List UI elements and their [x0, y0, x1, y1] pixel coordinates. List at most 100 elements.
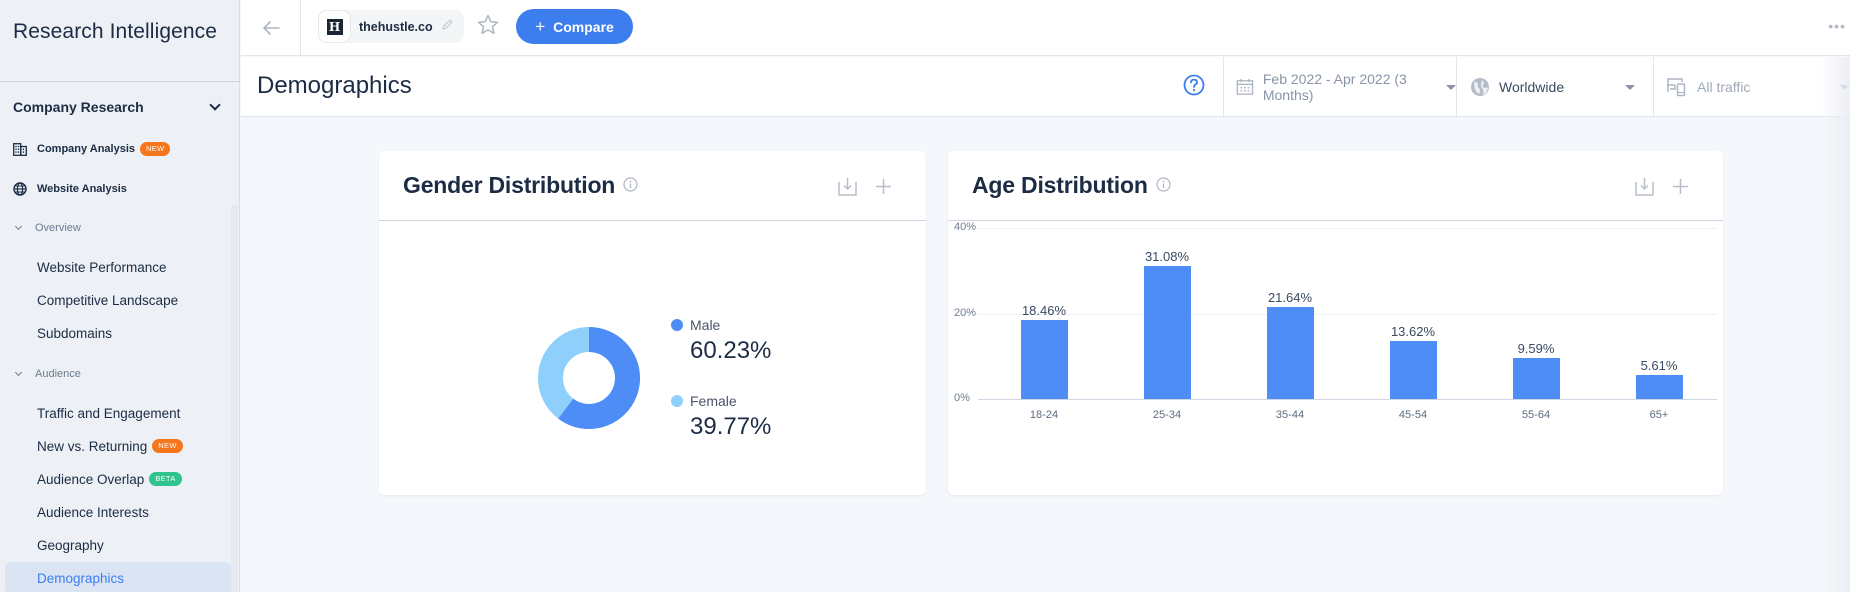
male-color-dot	[671, 319, 683, 331]
sidebar-item-company-analysis[interactable]: Company Analysis NEW	[13, 139, 171, 159]
legend-female: Female 39.77%	[671, 393, 771, 441]
sidebar-item-demographics[interactable]: Demographics	[5, 562, 231, 592]
download-button[interactable]	[838, 177, 857, 196]
chevron-down-icon	[209, 99, 221, 111]
calendar-icon	[1236, 78, 1254, 95]
age-bar-chart: 40% 20% 0% 18.46% 31.08% 21.64% 13.62% 9…	[948, 221, 1723, 495]
chevron-down-icon	[14, 368, 23, 377]
page-header: Demographics Feb 2022 - Apr 2022 (3 Mont…	[241, 57, 1850, 117]
bar-55-64[interactable]	[1513, 358, 1560, 399]
site-selector[interactable]: H thehustle.co	[318, 10, 464, 43]
download-icon	[838, 178, 857, 196]
bar-18-24[interactable]	[1021, 320, 1068, 399]
sidebar-item-audience-interests[interactable]: Audience Interests	[37, 504, 149, 520]
date-range-value: Feb 2022 - Apr 2022 (3 Months)	[1262, 71, 1407, 103]
bar-65-plus[interactable]	[1636, 375, 1683, 399]
globe-icon	[1471, 78, 1489, 96]
y-tick: 40%	[954, 221, 977, 233]
download-icon	[1635, 178, 1654, 196]
section-company-research[interactable]: Company Research	[13, 96, 223, 118]
traffic-source-filter[interactable]: All traffic	[1653, 57, 1850, 117]
x-axis	[978, 399, 1717, 400]
page-title: Demographics	[257, 72, 412, 99]
legend-male: Male 60.23%	[671, 317, 771, 365]
bar-value-label: 13.62%	[1390, 324, 1436, 339]
sidebar-item-subdomains[interactable]: Subdomains	[37, 325, 113, 341]
x-tick: 65+	[1649, 409, 1669, 421]
pencil-icon[interactable]	[441, 18, 454, 36]
new-badge: NEW	[140, 142, 171, 156]
card-title: Gender Distribution	[403, 172, 616, 198]
sidebar-item-competitive-landscape[interactable]: Competitive Landscape	[37, 292, 179, 308]
back-button[interactable]	[241, 0, 301, 56]
bar-35-44[interactable]	[1267, 307, 1314, 399]
sidebar-item-audience-overlap[interactable]: Audience Overlap BETA	[37, 469, 182, 489]
brand-title: Research Intelligence	[13, 20, 218, 43]
section-label: Company Research	[13, 99, 144, 115]
group-label: Overview	[35, 222, 81, 234]
legend-label: Male	[690, 317, 721, 333]
bar-value-label: 31.08%	[1144, 249, 1190, 264]
y-tick: 0%	[954, 392, 970, 404]
add-to-dashboard-button[interactable]	[875, 178, 892, 195]
female-percentage: 39.77%	[690, 413, 772, 440]
sidebar-item-website-performance[interactable]: Website Performance	[37, 259, 167, 275]
country-filter[interactable]: Worldwide	[1456, 57, 1653, 117]
devices-icon	[1667, 78, 1686, 97]
beta-badge: BETA	[149, 472, 182, 486]
caret-down-icon	[1625, 84, 1635, 90]
help-button[interactable]	[1183, 74, 1205, 101]
site-favicon: H	[318, 10, 351, 43]
caret-down-icon	[1446, 84, 1456, 90]
card-header: Age Distribution	[948, 151, 1723, 221]
sidebar-item-geography[interactable]: Geography	[37, 537, 104, 553]
x-tick: 45-54	[1398, 409, 1428, 421]
male-segment[interactable]	[538, 327, 640, 429]
sidebar-item-new-vs-returning[interactable]: New vs. Returning NEW	[37, 436, 183, 456]
favorite-button[interactable]	[476, 13, 500, 42]
arrow-left-icon	[262, 21, 280, 35]
sidebar-item-website-analysis[interactable]: Website Analysis	[13, 179, 127, 199]
sidebar-item-label: New vs. Returning	[37, 438, 148, 454]
sidebar-scrollbar[interactable]	[231, 205, 238, 592]
bar-45-54[interactable]	[1390, 341, 1437, 399]
x-tick: 18-24	[1029, 409, 1059, 421]
bar-value-label: 21.64%	[1267, 290, 1313, 305]
gender-donut-chart	[537, 326, 641, 435]
info-icon[interactable]	[623, 176, 638, 197]
add-to-dashboard-button[interactable]	[1672, 178, 1689, 195]
group-label: Audience	[35, 368, 81, 380]
group-audience[interactable]: Audience	[14, 368, 81, 380]
x-tick: 55-64	[1521, 409, 1551, 421]
divider	[0, 81, 240, 82]
question-circle-icon	[1183, 74, 1205, 96]
more-options-button[interactable]: •••	[1828, 18, 1846, 34]
gridline	[978, 228, 1717, 229]
card-actions	[1635, 177, 1689, 196]
compare-label: Compare	[553, 18, 614, 35]
favicon-letter: H	[326, 18, 343, 35]
card-actions	[838, 177, 892, 196]
sidebar-item-label: Company Analysis	[37, 143, 136, 155]
info-icon[interactable]	[1156, 176, 1171, 197]
country-value: Worldwide	[1499, 79, 1565, 95]
chevron-down-icon	[14, 222, 23, 231]
group-overview[interactable]: Overview	[14, 222, 81, 234]
ellipsis-icon: •••	[1828, 18, 1846, 34]
sidebar-item-traffic-engagement[interactable]: Traffic and Engagement	[37, 405, 181, 421]
top-bar: H thehustle.co + Compare •••	[241, 0, 1850, 56]
plus-icon: +	[535, 16, 546, 36]
y-tick: 20%	[954, 307, 977, 319]
x-tick: 25-34	[1152, 409, 1182, 421]
traffic-value: All traffic	[1697, 79, 1751, 95]
download-button[interactable]	[1635, 177, 1654, 196]
globe-icon	[13, 182, 27, 196]
female-color-dot	[671, 395, 683, 407]
bar-25-34[interactable]	[1144, 266, 1191, 399]
male-percentage: 60.23%	[690, 337, 772, 364]
bar-value-label: 9.59%	[1517, 341, 1555, 356]
compare-button[interactable]: + Compare	[516, 9, 633, 44]
plus-icon	[876, 179, 891, 194]
legend-label: Female	[690, 393, 737, 409]
date-range-filter[interactable]: Feb 2022 - Apr 2022 (3 Months)	[1223, 57, 1456, 117]
